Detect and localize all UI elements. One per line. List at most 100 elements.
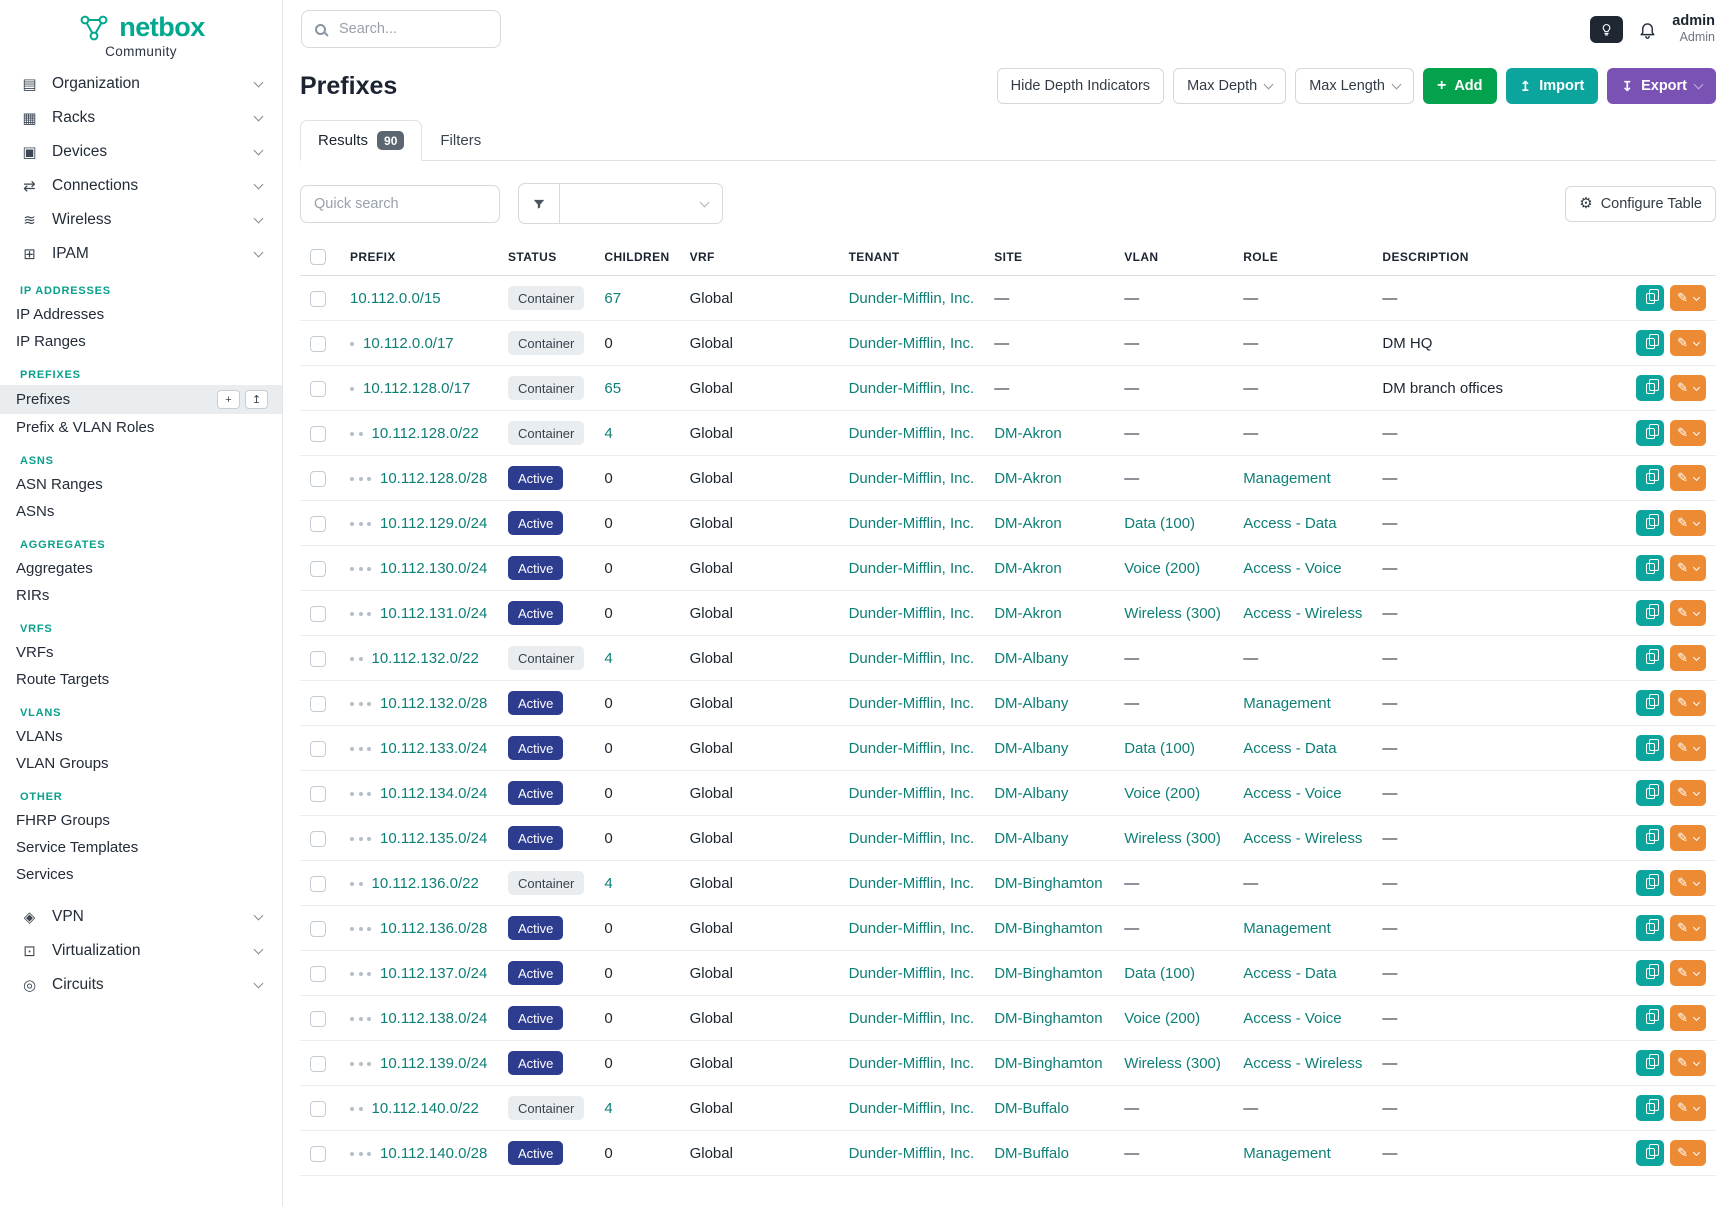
copy-button[interactable] — [1636, 960, 1665, 987]
tenant-link[interactable]: Dunder-Mifflin, Inc. — [848, 469, 975, 487]
prefix-link[interactable]: 10.112.136.0/22 — [371, 874, 479, 892]
role-link[interactable]: Access - Voice — [1243, 559, 1342, 577]
site-link[interactable]: DM-Albany — [994, 649, 1069, 667]
edit-button[interactable]: ✎ — [1670, 285, 1706, 312]
prefix-link[interactable]: 10.112.137.0/24 — [380, 964, 488, 982]
sidebar-item-ip-ranges[interactable]: IP Ranges — [0, 328, 282, 355]
children-link[interactable]: 4 — [604, 424, 613, 442]
tenant-link[interactable]: Dunder-Mifflin, Inc. — [848, 604, 975, 622]
edit-button[interactable]: ✎ — [1670, 555, 1706, 582]
prefix-link[interactable]: 10.112.140.0/22 — [371, 1099, 479, 1117]
tenant-link[interactable]: Dunder-Mifflin, Inc. — [848, 289, 975, 307]
quick-add-button[interactable]: + — [217, 390, 240, 409]
site-link[interactable]: DM-Albany — [994, 784, 1069, 802]
sidebar-item-asns[interactable]: ASNs — [0, 498, 282, 525]
sidebar-item-racks[interactable]: ▦ Racks — [0, 101, 282, 135]
row-checkbox[interactable] — [310, 1145, 326, 1162]
tenant-link[interactable]: Dunder-Mifflin, Inc. — [848, 784, 975, 802]
row-checkbox[interactable] — [310, 785, 326, 802]
copy-button[interactable] — [1636, 555, 1665, 582]
prefix-link[interactable]: 10.112.133.0/24 — [380, 739, 488, 757]
vlan-link[interactable]: Wireless (300) — [1124, 829, 1221, 847]
role-link[interactable]: Access - Data — [1243, 514, 1337, 532]
prefix-link[interactable]: 10.112.139.0/24 — [380, 1054, 488, 1072]
copy-button[interactable] — [1636, 420, 1665, 447]
row-checkbox[interactable] — [310, 875, 326, 892]
role-link[interactable]: Access - Data — [1243, 964, 1337, 982]
copy-button[interactable] — [1636, 690, 1665, 717]
children-link[interactable]: 4 — [604, 649, 613, 667]
sidebar-item-services[interactable]: Services — [0, 861, 282, 888]
site-link[interactable]: DM-Albany — [994, 694, 1069, 712]
role-link[interactable]: Access - Voice — [1243, 1009, 1342, 1027]
row-checkbox[interactable] — [310, 515, 326, 532]
tenant-link[interactable]: Dunder-Mifflin, Inc. — [848, 829, 975, 847]
tenant-link[interactable]: Dunder-Mifflin, Inc. — [848, 919, 975, 937]
prefix-link[interactable]: 10.112.130.0/24 — [380, 559, 488, 577]
site-link[interactable]: DM-Binghamton — [994, 874, 1103, 892]
site-link[interactable]: DM-Akron — [994, 514, 1062, 532]
edit-button[interactable]: ✎ — [1670, 375, 1706, 402]
row-checkbox[interactable] — [310, 425, 326, 442]
copy-button[interactable] — [1636, 330, 1665, 357]
copy-button[interactable] — [1636, 1095, 1665, 1122]
edit-button[interactable]: ✎ — [1670, 780, 1706, 807]
notifications-button[interactable] — [1638, 20, 1657, 39]
copy-button[interactable] — [1636, 510, 1665, 537]
children-link[interactable]: 67 — [604, 289, 622, 307]
filter-button[interactable] — [518, 183, 560, 225]
quick-search-input[interactable] — [300, 184, 500, 223]
copy-button[interactable] — [1636, 600, 1665, 627]
sidebar-item-circuits[interactable]: ◎ Circuits — [0, 968, 282, 1002]
site-link[interactable]: DM-Binghamton — [994, 964, 1103, 982]
sidebar-item-vlan-groups[interactable]: VLAN Groups — [0, 750, 282, 777]
role-link[interactable]: Access - Wireless — [1243, 604, 1363, 622]
prefix-link[interactable]: 10.112.131.0/24 — [380, 604, 488, 622]
tenant-link[interactable]: Dunder-Mifflin, Inc. — [848, 1054, 975, 1072]
edit-button[interactable]: ✎ — [1670, 735, 1706, 762]
prefix-link[interactable]: 10.112.140.0/28 — [380, 1144, 488, 1162]
copy-button[interactable] — [1636, 780, 1665, 807]
edit-button[interactable]: ✎ — [1670, 1050, 1706, 1077]
sidebar-item-wireless[interactable]: ≋ Wireless — [0, 203, 282, 237]
edit-button[interactable]: ✎ — [1670, 870, 1706, 897]
sidebar-item-prefix-vlan-roles[interactable]: Prefix & VLAN Roles — [0, 414, 282, 441]
role-link[interactable]: Access - Wireless — [1243, 1054, 1363, 1072]
vlan-link[interactable]: Wireless (300) — [1124, 1054, 1221, 1072]
sidebar-item-vlans[interactable]: VLANs — [0, 723, 282, 750]
edit-button[interactable]: ✎ — [1670, 915, 1706, 942]
row-checkbox[interactable] — [310, 380, 326, 397]
hide-depth-indicators-button[interactable]: Hide Depth Indicators — [996, 68, 1165, 105]
select-all-checkbox[interactable] — [310, 249, 326, 266]
site-link[interactable]: DM-Akron — [994, 604, 1062, 622]
sidebar-item-virtualization[interactable]: ⊡ Virtualization — [0, 934, 282, 968]
site-link[interactable]: DM-Buffalo — [994, 1099, 1069, 1117]
prefix-link[interactable]: 10.112.134.0/24 — [380, 784, 488, 802]
sidebar-item-fhrp-groups[interactable]: FHRP Groups — [0, 807, 282, 834]
user-menu[interactable]: admin Admin — [1672, 12, 1715, 46]
sidebar-item-vpn[interactable]: ◈ VPN — [0, 900, 282, 934]
role-link[interactable]: Access - Voice — [1243, 784, 1342, 802]
prefix-link[interactable]: 10.112.128.0/17 — [363, 379, 471, 397]
global-search[interactable] — [301, 10, 501, 48]
edit-button[interactable]: ✎ — [1670, 825, 1706, 852]
sidebar-item-devices[interactable]: ▣ Devices — [0, 135, 282, 169]
row-checkbox[interactable] — [310, 965, 326, 982]
role-link[interactable]: Management — [1243, 694, 1331, 712]
row-checkbox[interactable] — [310, 1055, 326, 1072]
copy-button[interactable] — [1636, 465, 1665, 492]
sidebar-item-vrfs[interactable]: VRFs — [0, 639, 282, 666]
max-length-dropdown[interactable]: Max Length — [1295, 68, 1414, 105]
site-link[interactable]: DM-Albany — [994, 829, 1069, 847]
site-link[interactable]: DM-Binghamton — [994, 919, 1103, 937]
row-checkbox[interactable] — [310, 605, 326, 622]
tenant-link[interactable]: Dunder-Mifflin, Inc. — [848, 649, 975, 667]
max-depth-dropdown[interactable]: Max Depth — [1173, 68, 1287, 105]
sidebar-item-ip-addresses[interactable]: IP Addresses — [0, 301, 282, 328]
copy-button[interactable] — [1636, 825, 1665, 852]
site-link[interactable]: DM-Akron — [994, 424, 1062, 442]
role-link[interactable]: Access - Wireless — [1243, 829, 1363, 847]
tenant-link[interactable]: Dunder-Mifflin, Inc. — [848, 964, 975, 982]
prefix-link[interactable]: 10.112.128.0/22 — [371, 424, 479, 442]
prefix-link[interactable]: 10.112.128.0/28 — [380, 469, 488, 487]
